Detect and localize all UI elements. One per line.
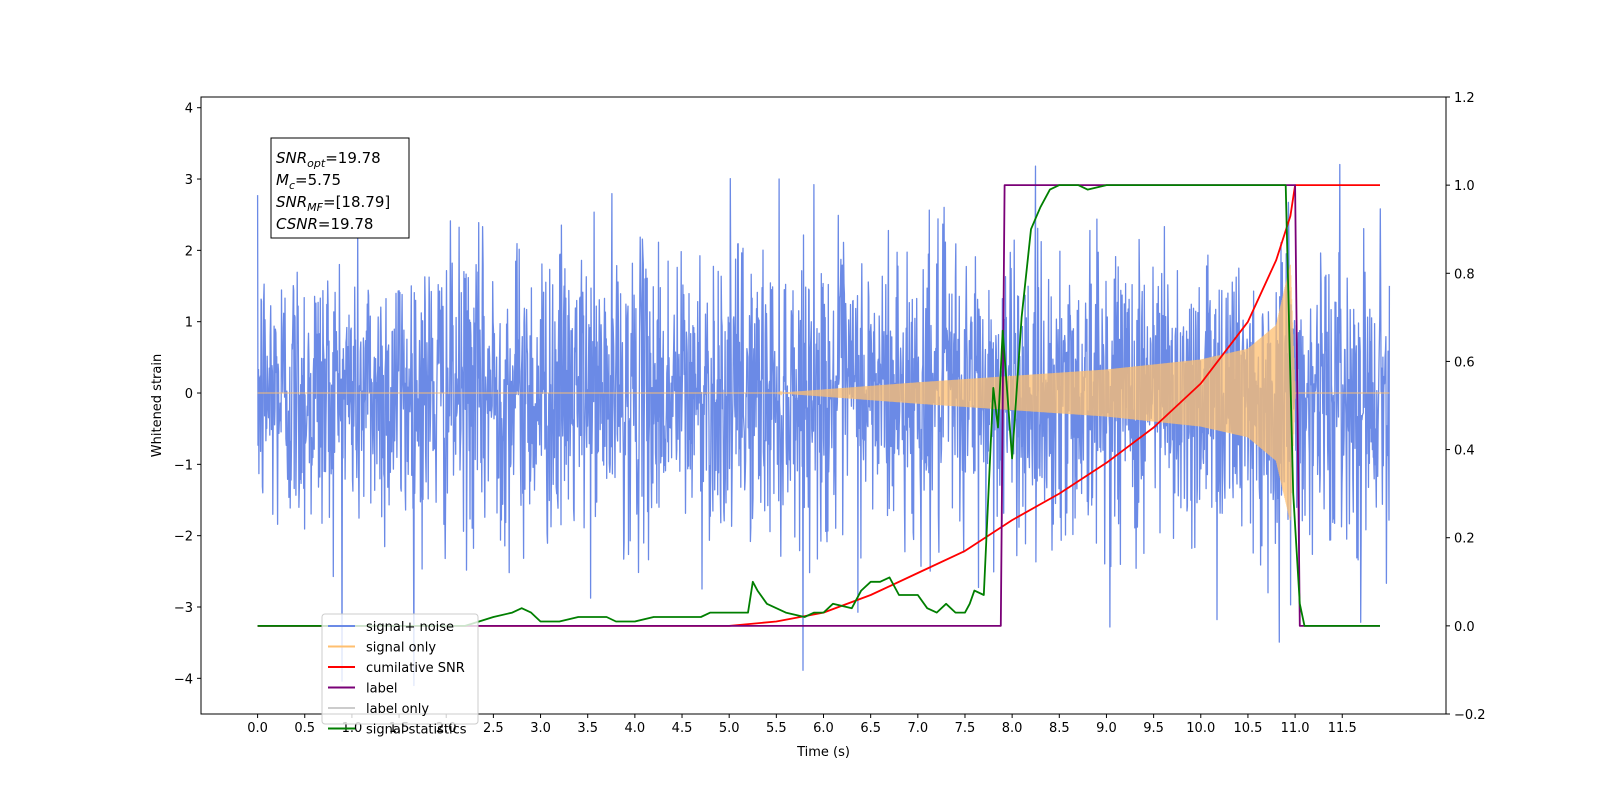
left-y-tick-label: −2 [174, 530, 193, 545]
right-y-tick-label: 1.2 [1454, 91, 1475, 106]
legend-label: label [366, 682, 397, 697]
right-y-tick-label: 0.2 [1454, 532, 1475, 547]
right-y-tick-label: 0.6 [1454, 355, 1475, 370]
left-y-tick-label: 4 [185, 102, 193, 117]
signal-statistics-line [257, 184, 1380, 627]
left-y-axis-ticks: 4 3 2 1 0 −1 −2 −3 −4 [174, 102, 201, 687]
right-y-axis-ticks: 1.2 1.0 0.8 0.6 0.4 0.2 0.0 −0.2 [1446, 91, 1486, 723]
right-y-tick-label: 0.8 [1454, 267, 1475, 282]
x-tick-label: 1.5 [389, 721, 410, 736]
x-tick-label: 3.5 [577, 721, 598, 736]
x-tick-label: 7.5 [955, 721, 976, 736]
info-box-frame [270, 137, 410, 239]
x-tick-label: 9.0 [1096, 721, 1117, 736]
x-tick-label: 2.0 [436, 721, 457, 736]
info-box: SNRopt=19.78Mc=5.75SNRMF=[18.79]CSNR=19.… [270, 137, 410, 239]
x-tick-label: 6.0 [813, 721, 834, 736]
left-y-tick-label: −4 [174, 672, 193, 687]
legend-label: signal+ noise [366, 620, 454, 635]
x-tick-label: 11.5 [1328, 721, 1357, 736]
x-axis-label: Time (s) [796, 745, 850, 760]
right-y-tick-label: 0.4 [1454, 444, 1475, 459]
left-y-tick-label: −1 [174, 458, 193, 473]
info-line: SNRopt=19.78 [276, 149, 381, 170]
x-tick-label: 10.5 [1233, 721, 1262, 736]
x-tick-label: 4.5 [672, 721, 693, 736]
signal-series-layer [257, 264, 1390, 521]
x-tick-label: 6.5 [860, 721, 881, 736]
legend-label: cumilative SNR [366, 661, 465, 676]
signal-only-line [257, 264, 1390, 521]
info-line: Mc=5.75 [276, 171, 341, 192]
info-line: SNRMF=[18.79] [276, 193, 390, 214]
left-y-tick-label: −3 [174, 601, 193, 616]
y-axis-label: Whitened strain [150, 354, 165, 457]
x-tick-label: 5.0 [719, 721, 740, 736]
signal-noise-line [256, 163, 1391, 687]
x-tick-label: 3.0 [530, 721, 551, 736]
legend-label: signal statistics [366, 723, 467, 738]
x-tick-label: 9.5 [1143, 721, 1164, 736]
x-tick-label: 7.0 [907, 721, 928, 736]
legend-label: label only [366, 702, 429, 717]
left-y-tick-label: 3 [185, 173, 193, 188]
x-tick-label: 0.0 [247, 721, 268, 736]
x-tick-label: 8.0 [1002, 721, 1023, 736]
x-tick-label: 10.0 [1186, 721, 1215, 736]
info-line: CSNR=19.78 [276, 215, 373, 233]
right-axis-series-layer [257, 184, 1380, 627]
legend-frame [321, 613, 479, 725]
x-tick-label: 0.5 [294, 721, 315, 736]
left-y-tick-label: 0 [185, 387, 193, 402]
x-tick-label: 8.5 [1049, 721, 1070, 736]
right-y-tick-label: −0.2 [1454, 708, 1486, 723]
right-y-tick-label: 1.0 [1454, 179, 1475, 194]
cumulative-snr-line [257, 184, 1380, 627]
left-y-tick-label: 2 [185, 244, 193, 259]
right-y-tick-label: 0.0 [1454, 620, 1475, 635]
left-y-tick-label: 1 [185, 316, 193, 331]
x-tick-label: 4.0 [625, 721, 646, 736]
noise-series-layer [256, 163, 1391, 687]
x-tick-label: 5.5 [766, 721, 787, 736]
legend-label: signal only [366, 641, 436, 656]
x-tick-label: 11.0 [1281, 721, 1310, 736]
legend: signal+ noise signal only cumilative SNR la… [321, 613, 479, 738]
x-tick-label: 2.5 [483, 721, 504, 736]
